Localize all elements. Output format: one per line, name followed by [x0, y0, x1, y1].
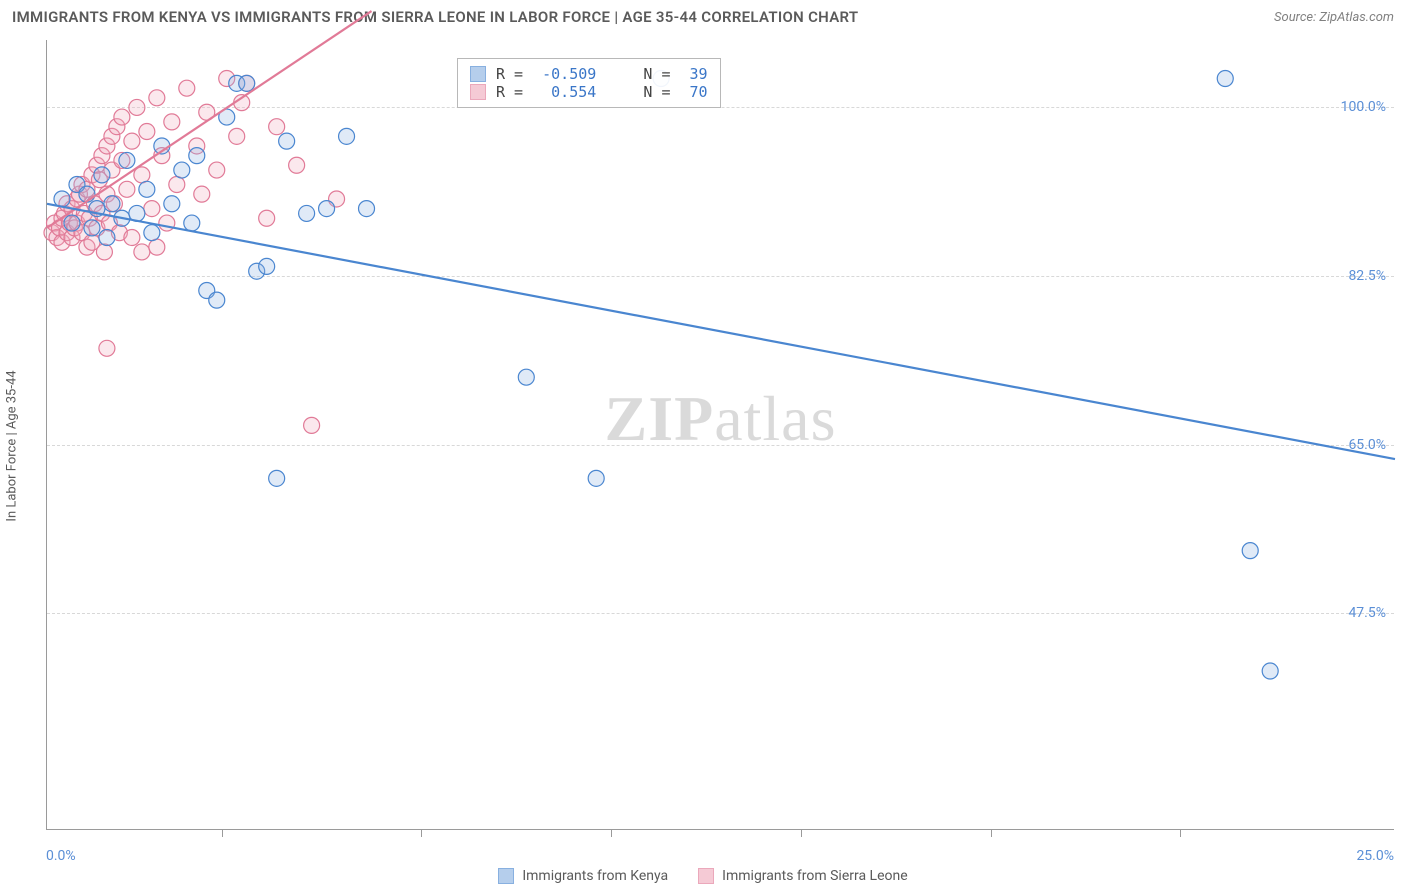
- data-point: [104, 196, 120, 212]
- n-value: 70: [690, 83, 708, 101]
- data-point: [169, 177, 185, 193]
- data-point: [134, 244, 150, 260]
- series-swatch: [470, 84, 486, 100]
- data-point: [1262, 663, 1278, 679]
- source-label: Source: ZipAtlas.com: [1274, 10, 1394, 25]
- n-label: N =: [643, 83, 679, 101]
- data-point: [79, 186, 95, 202]
- data-point: [229, 128, 245, 144]
- data-point: [144, 225, 160, 241]
- r-value: -0.509: [542, 65, 596, 83]
- x-tick-label: 0.0%: [46, 848, 76, 864]
- data-point: [179, 80, 195, 96]
- data-point: [124, 133, 140, 149]
- chart-svg: [47, 40, 1395, 830]
- bottom-legend: Immigrants from Kenya Immigrants from Sie…: [0, 868, 1406, 884]
- x-tick: [421, 829, 422, 837]
- legend-swatch: [698, 868, 714, 884]
- r-value: 0.554: [542, 83, 596, 101]
- data-point: [269, 119, 285, 135]
- data-point: [194, 186, 210, 202]
- data-point: [259, 258, 275, 274]
- data-point: [359, 201, 375, 217]
- data-point: [339, 128, 355, 144]
- n-value: 39: [690, 65, 708, 83]
- data-point: [239, 75, 255, 91]
- data-point: [174, 162, 190, 178]
- data-point: [99, 340, 115, 356]
- stats-box: R = -0.509 N = 39R = 0.554 N = 70: [457, 58, 721, 108]
- data-point: [96, 244, 112, 260]
- data-point: [289, 157, 305, 173]
- data-point: [319, 201, 335, 217]
- n-label: N =: [643, 65, 679, 83]
- data-point: [94, 167, 110, 183]
- x-tick: [611, 829, 612, 837]
- legend-swatch: [498, 868, 514, 884]
- data-point: [164, 196, 180, 212]
- data-point: [64, 215, 80, 231]
- data-point: [588, 470, 604, 486]
- data-point: [119, 181, 135, 197]
- data-point: [269, 470, 285, 486]
- data-point: [304, 417, 320, 433]
- stats-row: R = 0.554 N = 70: [470, 83, 708, 101]
- data-point: [1242, 543, 1258, 559]
- data-point: [129, 99, 145, 115]
- y-axis-label: In Labor Force | Age 35-44: [5, 370, 20, 521]
- data-point: [84, 220, 100, 236]
- r-label: R =: [496, 83, 532, 101]
- data-point: [149, 239, 165, 255]
- data-point: [139, 124, 155, 140]
- data-point: [1217, 71, 1233, 87]
- data-point: [209, 162, 225, 178]
- data-point: [209, 292, 225, 308]
- data-point: [164, 114, 180, 130]
- stats-row: R = -0.509 N = 39: [470, 65, 708, 83]
- data-point: [114, 109, 130, 125]
- x-tick: [801, 829, 802, 837]
- data-point: [189, 148, 205, 164]
- data-point: [99, 230, 115, 246]
- data-point: [184, 215, 200, 231]
- series-swatch: [470, 66, 486, 82]
- title-bar: IMMIGRANTS FROM KENYA VS IMMIGRANTS FROM…: [12, 8, 1394, 26]
- data-point: [299, 205, 315, 221]
- data-point: [144, 201, 160, 217]
- data-point: [279, 133, 295, 149]
- data-point: [119, 152, 135, 168]
- legend-label: Immigrants from Sierra Leone: [722, 868, 907, 884]
- x-tick-label: 25.0%: [1356, 848, 1394, 864]
- plot-area: ZIPatlas 47.5%65.0%82.5%100.0%R = -0.509…: [46, 40, 1394, 830]
- trend-line: [47, 204, 1395, 459]
- data-point: [518, 369, 534, 385]
- data-point: [149, 90, 165, 106]
- r-label: R =: [496, 65, 532, 83]
- x-tick: [1180, 829, 1181, 837]
- x-tick: [991, 829, 992, 837]
- x-tick: [222, 829, 223, 837]
- legend-label: Immigrants from Kenya: [522, 868, 668, 884]
- chart-title: IMMIGRANTS FROM KENYA VS IMMIGRANTS FROM…: [12, 8, 858, 26]
- legend-item: Immigrants from Kenya: [498, 868, 668, 884]
- data-point: [124, 230, 140, 246]
- data-point: [259, 210, 275, 226]
- legend-item: Immigrants from Sierra Leone: [698, 868, 907, 884]
- data-point: [139, 181, 155, 197]
